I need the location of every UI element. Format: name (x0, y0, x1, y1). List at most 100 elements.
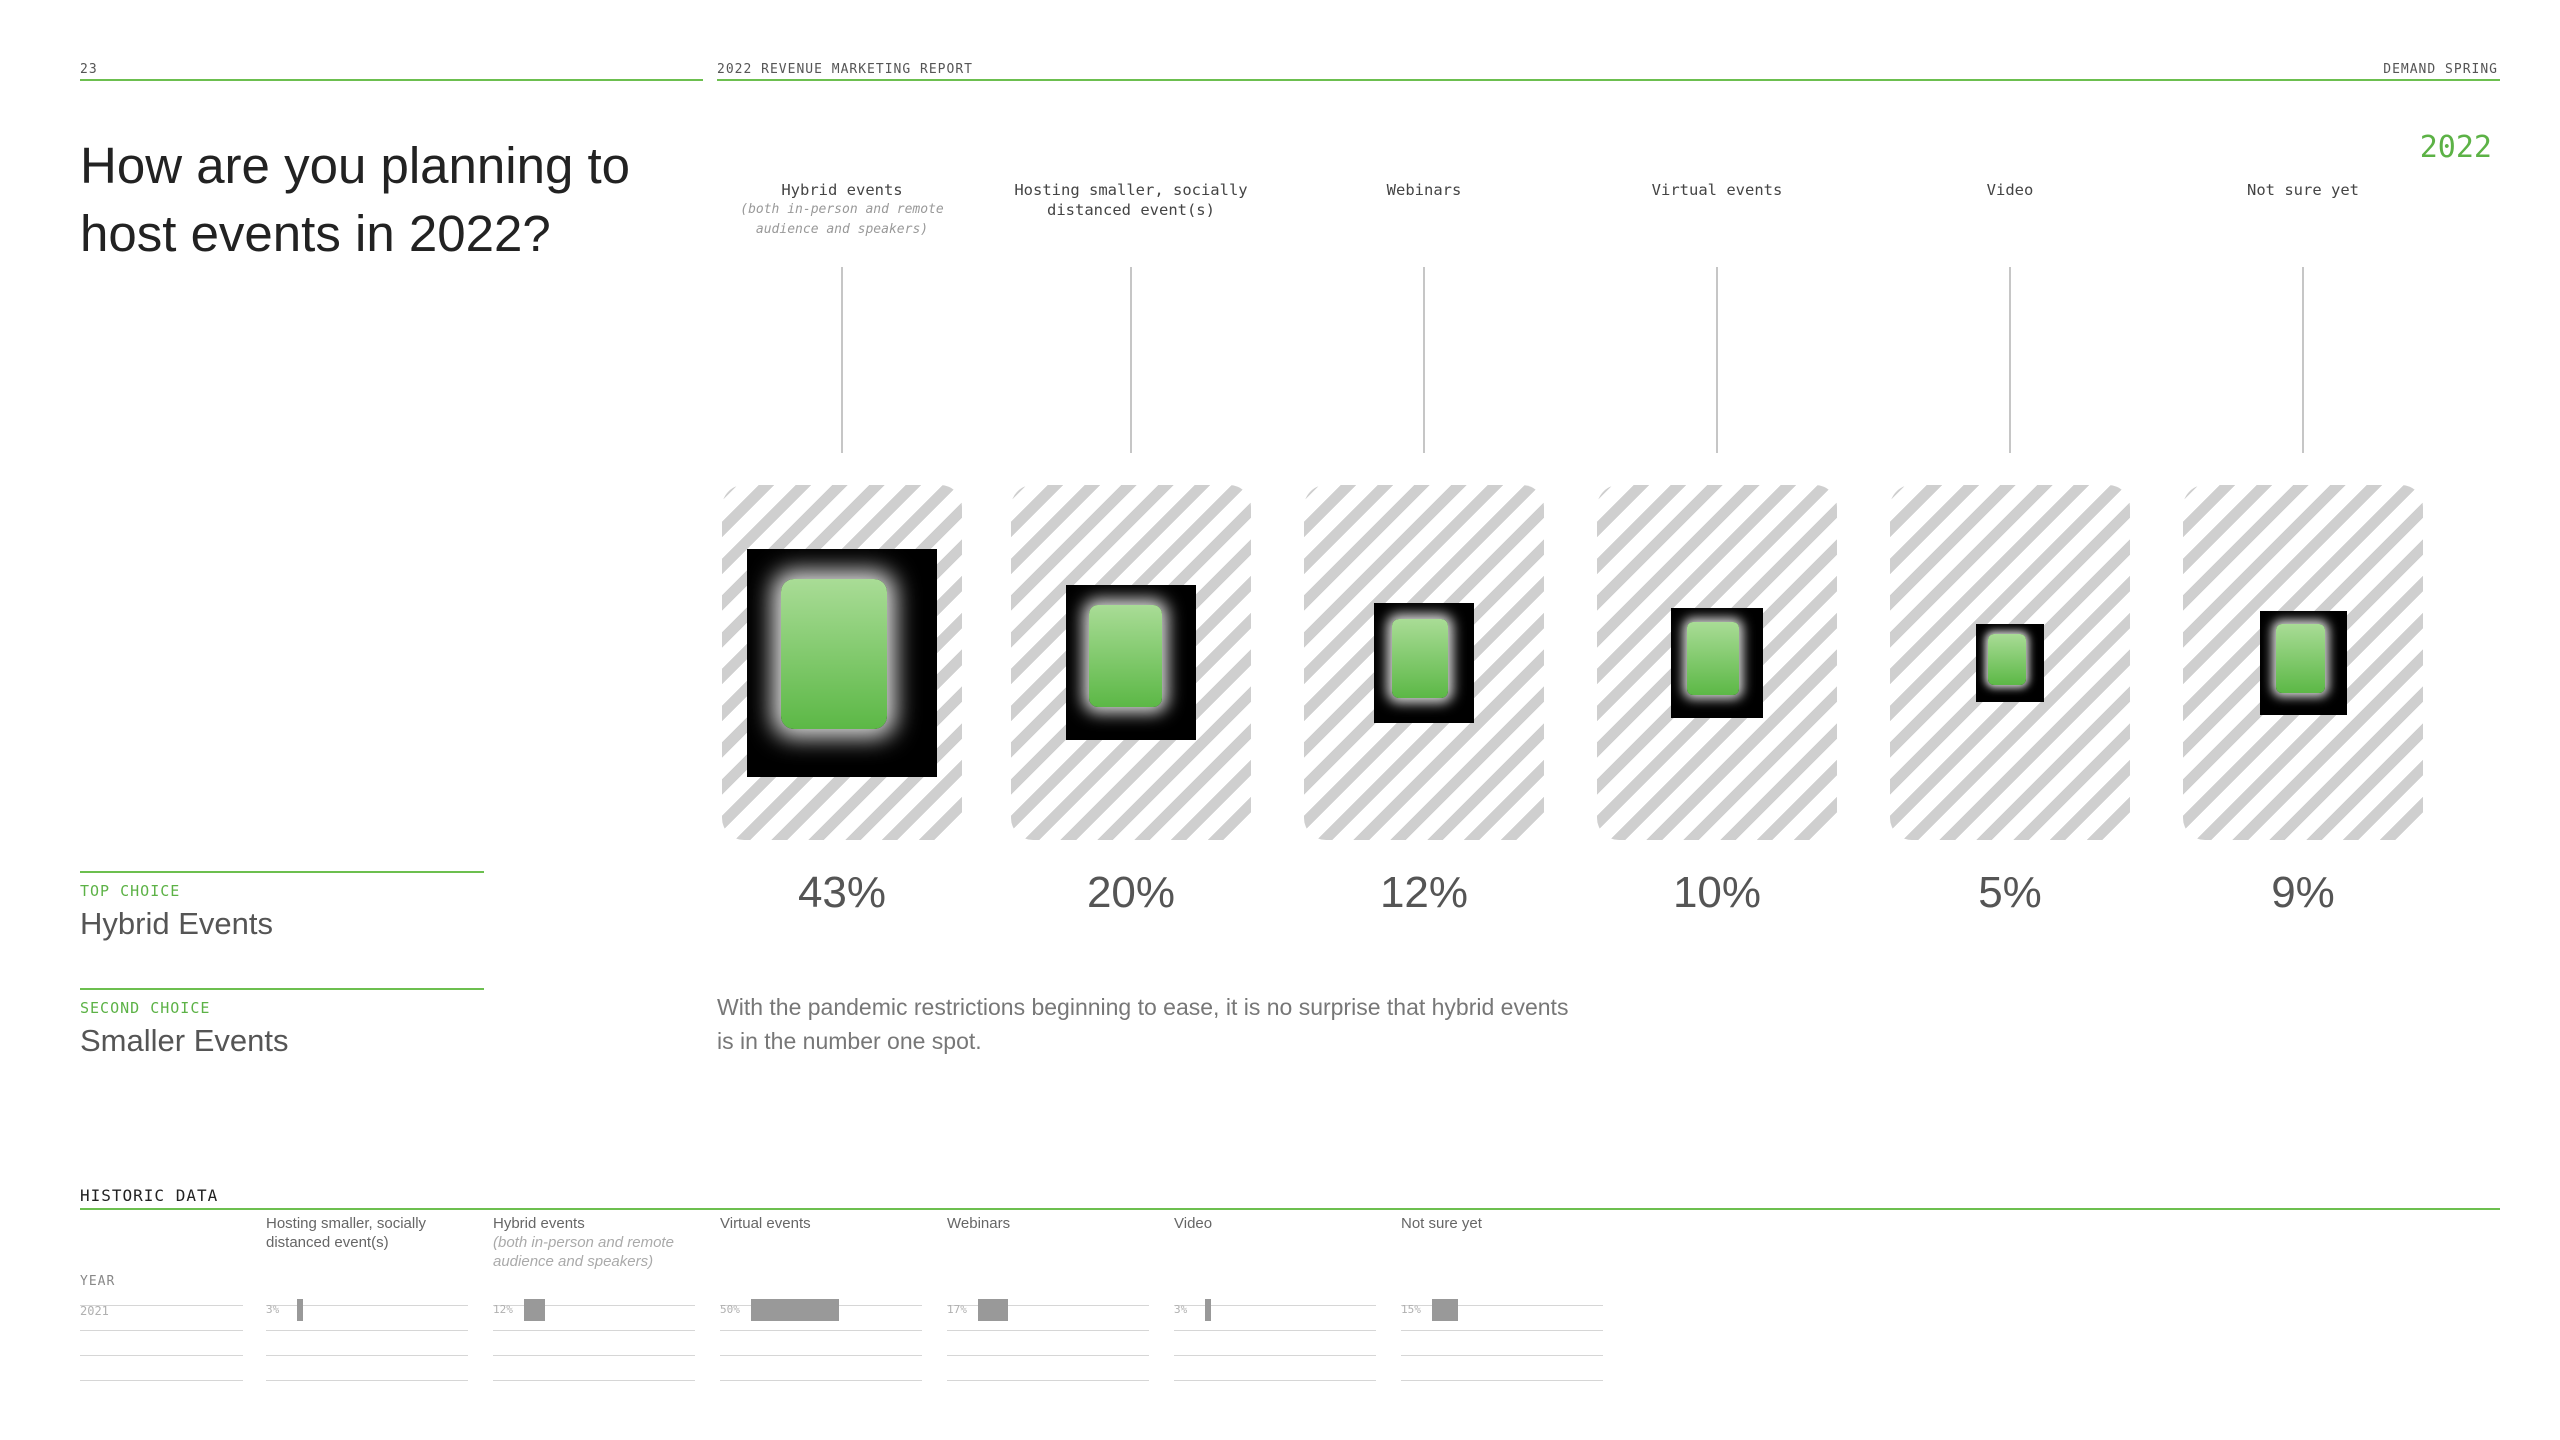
table-row-line (80, 1355, 243, 1356)
value-label: 5% (1978, 868, 2042, 917)
historic-value: 3% (1174, 1303, 1188, 1316)
historic-column-label: Hybrid events (493, 1215, 585, 1232)
historic-cell: 12% (493, 1299, 695, 1321)
value-box (1066, 585, 1196, 740)
value-glow (2276, 624, 2325, 693)
historic-value: 17% (947, 1303, 967, 1316)
column-label: Hosting smaller, socially distanced even… (1011, 180, 1251, 220)
column-label-text: Video (1986, 181, 2034, 199)
value-card (1304, 485, 1544, 840)
historic-column-header: Webinars (947, 1214, 1153, 1233)
second-choice-label: SECOND CHOICE (80, 999, 211, 1017)
table-row-line (720, 1330, 922, 1331)
column-label: Webinars (1304, 180, 1544, 200)
second-choice-value: Smaller Events (80, 1023, 289, 1058)
table-row-line (1401, 1305, 1603, 1306)
historic-column-label: Video (1174, 1215, 1213, 1232)
historic-bar (1432, 1299, 1458, 1321)
value-card (1890, 485, 2130, 840)
historic-rule (80, 1208, 2500, 1210)
table-row-line (1174, 1380, 1376, 1381)
value-label: 12% (1379, 868, 1469, 917)
year-badge: 2022 (2419, 130, 2492, 165)
header-rule-right (717, 79, 2500, 81)
historic-cell: 17% (947, 1299, 1149, 1321)
value-label: 20% (1086, 868, 1176, 917)
table-row-line (266, 1305, 468, 1306)
historic-column-sublabel: (both in-person and remote audience and … (493, 1234, 674, 1270)
column-label: Not sure yet (2183, 180, 2423, 200)
column-label: Hybrid events (both in-person and remote … (722, 180, 962, 240)
value-glow (1392, 619, 1448, 698)
report-title: 2022 REVENUE MARKETING REPORT (717, 62, 973, 77)
year-header: YEAR (80, 1274, 116, 1289)
historic-year: 2021 (80, 1304, 109, 1318)
historic-bar (751, 1299, 839, 1321)
chart-column: Video 5% (1890, 180, 2130, 930)
table-row-line (80, 1330, 243, 1331)
value-label: 10% (1672, 868, 1762, 917)
column-label-text: Hosting smaller, socially distanced even… (1014, 181, 1248, 219)
column-label: Video (1890, 180, 2130, 200)
value-box (1374, 603, 1474, 723)
column-label-text: Not sure yet (2247, 181, 2359, 199)
historic-column-label: Hosting smaller, socially distanced even… (266, 1215, 427, 1251)
column-label-text: Virtual events (1651, 181, 1783, 199)
table-row-line (947, 1380, 1149, 1381)
table-row-line (1174, 1330, 1376, 1331)
column-stem (2009, 267, 2011, 453)
column-stem (2302, 267, 2304, 453)
table-row-line (266, 1355, 468, 1356)
value-label: 9% (2271, 868, 2335, 917)
historic-column-header: Hybrid events (both in-person and remote … (493, 1214, 699, 1271)
historic-value: 15% (1401, 1303, 1421, 1316)
value-glow (781, 579, 887, 729)
historic-cell: 3% (1174, 1299, 1376, 1321)
brand-name: DEMAND SPRING (2383, 62, 2498, 77)
column-stem (1423, 267, 1425, 453)
table-row-line (80, 1380, 243, 1381)
value-card (2183, 485, 2423, 840)
column-stem (1130, 267, 1132, 453)
historic-cell: 50% (720, 1299, 922, 1321)
value-box (1976, 624, 2044, 702)
top-choice-label: TOP CHOICE (80, 882, 181, 900)
table-row-line (1174, 1305, 1376, 1306)
value-card (1597, 485, 1837, 840)
table-row-line (720, 1380, 922, 1381)
historic-column-header: Virtual events (720, 1214, 926, 1233)
chart-column: Webinars 12% (1304, 180, 1544, 930)
table-row-line (947, 1330, 1149, 1331)
chart-column: Not sure yet 9% (2183, 180, 2423, 930)
historic-column-label: Webinars (947, 1215, 1011, 1232)
page-number: 23 (80, 62, 98, 77)
historic-bar (978, 1299, 1008, 1321)
historic-title: HISTORIC DATA (80, 1186, 219, 1205)
table-row-line (947, 1305, 1149, 1306)
value-glow (1988, 634, 2026, 685)
historic-column-header: Video (1174, 1214, 1380, 1233)
chart-column: Hybrid events (both in-person and remote … (722, 180, 962, 930)
top-choice-rule (80, 871, 484, 873)
value-box (747, 549, 937, 777)
table-row-line (1174, 1355, 1376, 1356)
historic-value: 12% (493, 1303, 513, 1316)
column-stem (1716, 267, 1718, 453)
second-choice-rule (80, 988, 484, 990)
table-row-line (266, 1330, 468, 1331)
historic-cell: 15% (1401, 1299, 1603, 1321)
historic-column-header: Not sure yet (1401, 1214, 1607, 1233)
value-label: 43% (797, 868, 887, 917)
value-card (722, 485, 962, 840)
column-label: Virtual events (1597, 180, 1837, 200)
table-row-line (720, 1355, 922, 1356)
table-row-line (1401, 1355, 1603, 1356)
value-glow (1089, 605, 1162, 707)
page-title: How are you planning to host events in 2… (80, 137, 631, 262)
historic-value: 50% (720, 1303, 740, 1316)
chart-column: Hosting smaller, socially distanced even… (1011, 180, 1251, 930)
chart-column: Virtual events 10% (1597, 180, 1837, 930)
table-row-line (266, 1380, 468, 1381)
table-row-line (80, 1305, 243, 1306)
table-row-line (493, 1380, 695, 1381)
